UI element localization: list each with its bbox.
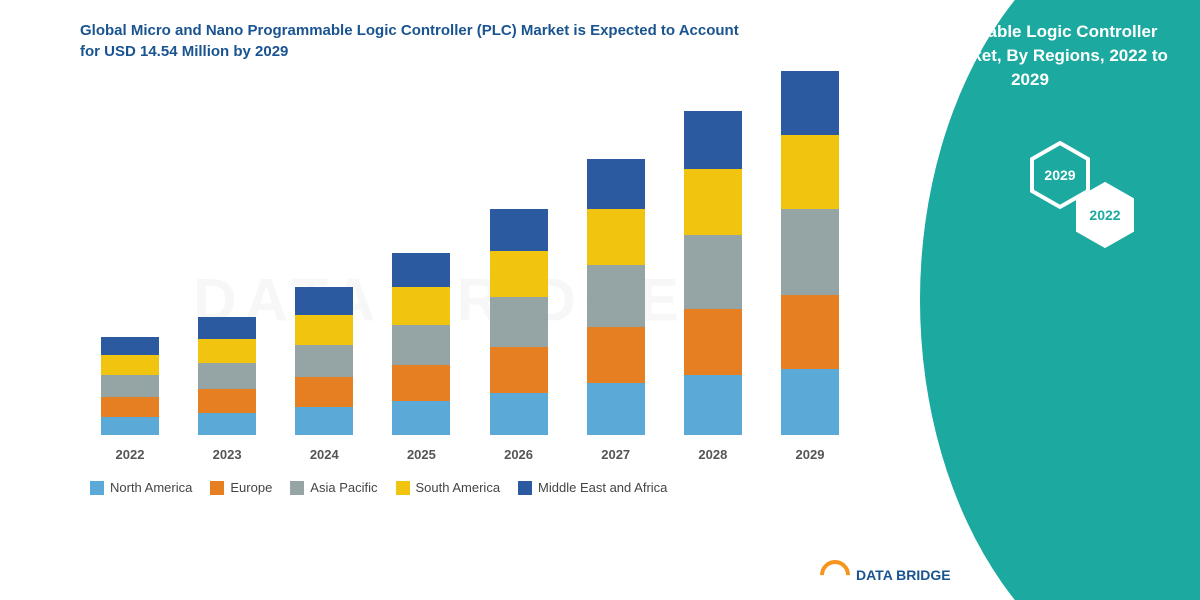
logo-arc-icon <box>814 554 856 596</box>
bar-segment <box>392 365 450 401</box>
right-panel-title: Programmable Logic Controller (PLC) Mark… <box>890 20 1170 91</box>
bar-segment <box>781 369 839 435</box>
bar-segment <box>101 397 159 417</box>
bar-segment <box>684 235 742 309</box>
legend-item: South America <box>396 480 501 495</box>
footer-brand-text: DATA BRIDGE <box>856 567 951 583</box>
bar-segment <box>295 287 353 315</box>
bar-column: 2025 <box>381 253 461 462</box>
bar-segment <box>295 315 353 345</box>
year-label: 2026 <box>504 447 533 462</box>
bar-segment <box>392 253 450 287</box>
legend-item: Asia Pacific <box>290 480 377 495</box>
bar-stack <box>490 209 548 435</box>
bar-segment <box>392 401 450 435</box>
bar-segment <box>490 347 548 393</box>
legend: North America Europe Asia Pacific South Ame… <box>80 480 860 495</box>
bar-column: 2029 <box>770 71 850 462</box>
bar-column: 2024 <box>284 287 364 462</box>
bar-segment <box>101 375 159 397</box>
bar-segment <box>295 377 353 407</box>
legend-label: South America <box>416 480 501 495</box>
bar-segment <box>587 265 645 327</box>
bar-segment <box>684 375 742 435</box>
bar-segment <box>295 407 353 435</box>
brand-text: DATA BRIDGE MARKET RESEARCH <box>930 280 1150 325</box>
bar-stack <box>295 287 353 435</box>
bar-stack <box>198 317 256 435</box>
year-label: 2028 <box>698 447 727 462</box>
bars-wrapper: 2022 2023 2024 2025 2026 2027 2028 2029 <box>80 82 860 462</box>
legend-label: Asia Pacific <box>310 480 377 495</box>
bar-segment <box>198 363 256 389</box>
bar-segment <box>490 209 548 251</box>
bar-segment <box>587 209 645 265</box>
legend-item: North America <box>90 480 192 495</box>
legend-label: Europe <box>230 480 272 495</box>
main-container: Global Micro and Nano Programmable Logic… <box>0 0 1200 600</box>
hex-inner-label: 2029 <box>1044 167 1075 183</box>
bar-column: 2023 <box>187 317 267 462</box>
legend-swatch <box>518 481 532 495</box>
legend-label: Middle East and Africa <box>538 480 667 495</box>
bar-segment <box>587 159 645 209</box>
bar-segment <box>490 297 548 347</box>
right-panel: Programmable Logic Controller (PLC) Mark… <box>880 0 1200 600</box>
legend-label: North America <box>110 480 192 495</box>
bar-segment <box>392 287 450 325</box>
bar-segment <box>781 295 839 369</box>
year-label: 2022 <box>116 447 145 462</box>
bar-segment <box>101 337 159 355</box>
bar-segment <box>684 309 742 375</box>
bar-segment <box>101 355 159 375</box>
bar-stack <box>392 253 450 435</box>
hexagon-2022: 2022 <box>1070 180 1140 250</box>
year-label: 2029 <box>796 447 825 462</box>
bar-segment <box>490 251 548 297</box>
bar-segment <box>781 209 839 295</box>
bar-stack <box>587 159 645 435</box>
legend-swatch <box>290 481 304 495</box>
legend-item: Europe <box>210 480 272 495</box>
bar-stack <box>781 71 839 435</box>
bar-segment <box>587 383 645 435</box>
bar-segment <box>198 413 256 435</box>
year-label: 2023 <box>213 447 242 462</box>
legend-swatch <box>396 481 410 495</box>
year-label: 2025 <box>407 447 436 462</box>
legend-swatch <box>90 481 104 495</box>
footer-logo: DATA BRIDGE <box>820 560 951 590</box>
bar-stack <box>684 111 742 435</box>
bar-segment <box>101 417 159 435</box>
bar-column: 2027 <box>576 159 656 462</box>
bar-stack <box>101 337 159 435</box>
bar-segment <box>198 339 256 363</box>
bar-column: 2028 <box>673 111 753 462</box>
bar-segment <box>587 327 645 383</box>
year-label: 2024 <box>310 447 339 462</box>
hexagon-group: 2029 2022 <box>1025 140 1140 250</box>
bar-segment <box>198 317 256 339</box>
bar-segment <box>198 389 256 413</box>
bar-column: 2022 <box>90 337 170 462</box>
bar-segment <box>684 111 742 169</box>
bar-segment <box>295 345 353 377</box>
bar-segment <box>781 135 839 209</box>
hex-outer-label: 2022 <box>1089 207 1120 223</box>
year-label: 2027 <box>601 447 630 462</box>
bar-segment <box>490 393 548 435</box>
chart-title: Global Micro and Nano Programmable Logic… <box>80 20 760 62</box>
bar-segment <box>684 169 742 235</box>
chart-area: Global Micro and Nano Programmable Logic… <box>0 0 880 600</box>
legend-item: Middle East and Africa <box>518 480 667 495</box>
legend-swatch <box>210 481 224 495</box>
bar-segment <box>392 325 450 365</box>
bar-segment <box>781 71 839 135</box>
bar-column: 2026 <box>479 209 559 462</box>
